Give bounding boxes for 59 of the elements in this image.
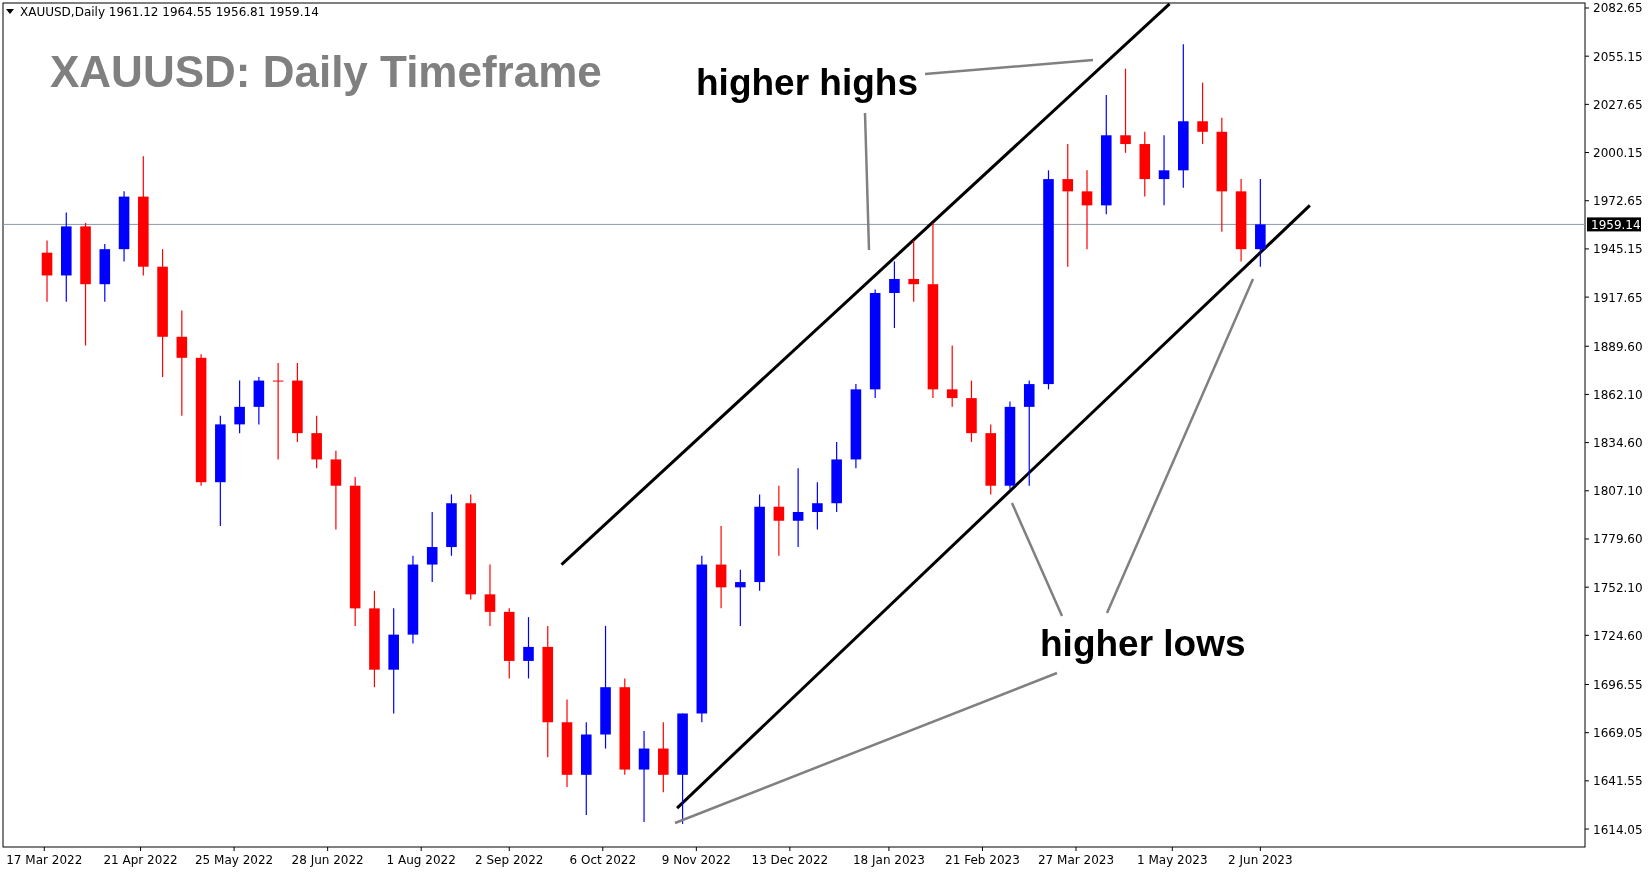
x-tick-label: 2 Jun 2023 [1228, 853, 1293, 867]
x-tick-label: 27 Mar 2023 [1037, 853, 1115, 867]
candlestick [1062, 143, 1074, 268]
candlestick [1081, 169, 1093, 250]
y-tick-label: 1862.10 [1593, 387, 1643, 402]
candlestick [889, 260, 900, 329]
candlestick [1197, 82, 1208, 145]
y-tick-label: 1889.60 [1593, 339, 1643, 354]
candlestick [234, 379, 245, 434]
y-tick-label: 1972.65 [1593, 194, 1643, 209]
candlestick [908, 239, 919, 303]
candlestick [792, 467, 804, 548]
x-tick-label: 28 Jun 2022 [291, 853, 364, 867]
y-tick-label: 2027.65 [1593, 97, 1643, 112]
candlestick [715, 525, 727, 609]
y-tick-label: 1752.10 [1593, 580, 1643, 595]
y-tick-label: 2055.15 [1593, 49, 1643, 64]
x-tick-label: 1 May 2023 [1136, 853, 1208, 867]
candlestick [272, 362, 284, 461]
annotation: XAUUSD,Daily 1961.12 1964.55 1956.81 1959.14 [20, 5, 319, 19]
x-tick-label: 1 Aug 2022 [386, 853, 456, 867]
annotation: higher highs [696, 62, 918, 103]
candlestick [735, 569, 746, 627]
x-tick-label: 9 Nov 2022 [661, 853, 731, 867]
candlestick [484, 563, 496, 627]
x-tick-label: 25 May 2022 [194, 853, 274, 867]
y-tick-label: 1614.05 [1593, 822, 1643, 837]
y-tick-label: 1807.10 [1593, 484, 1643, 499]
y-tick-label: 1669.05 [1593, 726, 1643, 741]
candlestick [638, 730, 650, 823]
y-tick-label: 1834.60 [1593, 436, 1643, 451]
x-tick-label: 17 Mar 2022 [6, 853, 83, 867]
y-tick-label: 1724.60 [1593, 628, 1643, 643]
candlestick [41, 239, 53, 303]
y-tick-label: 1917.65 [1593, 290, 1643, 305]
candlestick [523, 616, 534, 680]
candlestick [1023, 379, 1035, 487]
x-tick-label: 13 Dec 2022 [751, 853, 829, 867]
candlestick [812, 481, 823, 531]
x-tick-label: 2 Sep 2022 [475, 853, 544, 867]
x-tick-label: 21 Feb 2023 [945, 853, 1020, 867]
candlestick [426, 511, 438, 583]
candlestick [176, 309, 188, 417]
text: XAUUSD: Daily Timeframe [50, 47, 602, 96]
candlestick [773, 485, 785, 557]
y-tick-label: 2082.65 [1593, 1, 1643, 16]
y-tick-label: 2000.15 [1593, 146, 1643, 161]
candlestick [1158, 134, 1170, 206]
x-tick-label: 21 Apr 2022 [103, 853, 178, 867]
annotation: higher lows [1040, 623, 1246, 664]
x-tick-label: 6 Oct 2022 [569, 853, 637, 867]
y-tick-label: 1696.55 [1593, 677, 1643, 692]
candlestick [946, 344, 958, 408]
candlestick [1120, 68, 1131, 154]
y-tick-label: 1779.60 [1593, 532, 1643, 547]
ref-line-label: 1959.14 [1591, 217, 1641, 232]
y-tick-label: 1641.55 [1593, 774, 1643, 789]
y-tick-label: 1945.15 [1593, 242, 1643, 257]
x-tick-label: 18 Jan 2023 [852, 853, 925, 867]
